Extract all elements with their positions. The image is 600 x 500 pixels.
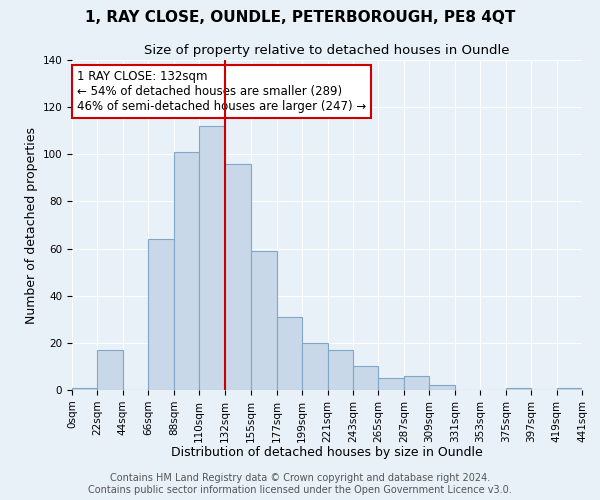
- Text: Contains HM Land Registry data © Crown copyright and database right 2024.
Contai: Contains HM Land Registry data © Crown c…: [88, 474, 512, 495]
- Text: 1 RAY CLOSE: 132sqm
← 54% of detached houses are smaller (289)
46% of semi-detac: 1 RAY CLOSE: 132sqm ← 54% of detached ho…: [77, 70, 367, 113]
- Bar: [97, 350, 123, 390]
- Bar: [328, 350, 353, 390]
- Bar: [277, 317, 302, 390]
- X-axis label: Distribution of detached houses by size in Oundle: Distribution of detached houses by size …: [171, 446, 483, 459]
- Bar: [353, 366, 379, 390]
- Bar: [430, 386, 455, 390]
- Y-axis label: Number of detached properties: Number of detached properties: [25, 126, 38, 324]
- Bar: [379, 378, 404, 390]
- Bar: [404, 376, 430, 390]
- Title: Size of property relative to detached houses in Oundle: Size of property relative to detached ho…: [144, 44, 510, 58]
- Bar: [302, 343, 328, 390]
- Bar: [72, 388, 97, 390]
- Bar: [251, 251, 277, 390]
- Bar: [199, 126, 224, 390]
- Bar: [557, 388, 582, 390]
- Bar: [224, 164, 251, 390]
- Bar: [174, 152, 199, 390]
- Bar: [506, 388, 531, 390]
- Text: 1, RAY CLOSE, OUNDLE, PETERBOROUGH, PE8 4QT: 1, RAY CLOSE, OUNDLE, PETERBOROUGH, PE8 …: [85, 10, 515, 25]
- Bar: [148, 239, 174, 390]
